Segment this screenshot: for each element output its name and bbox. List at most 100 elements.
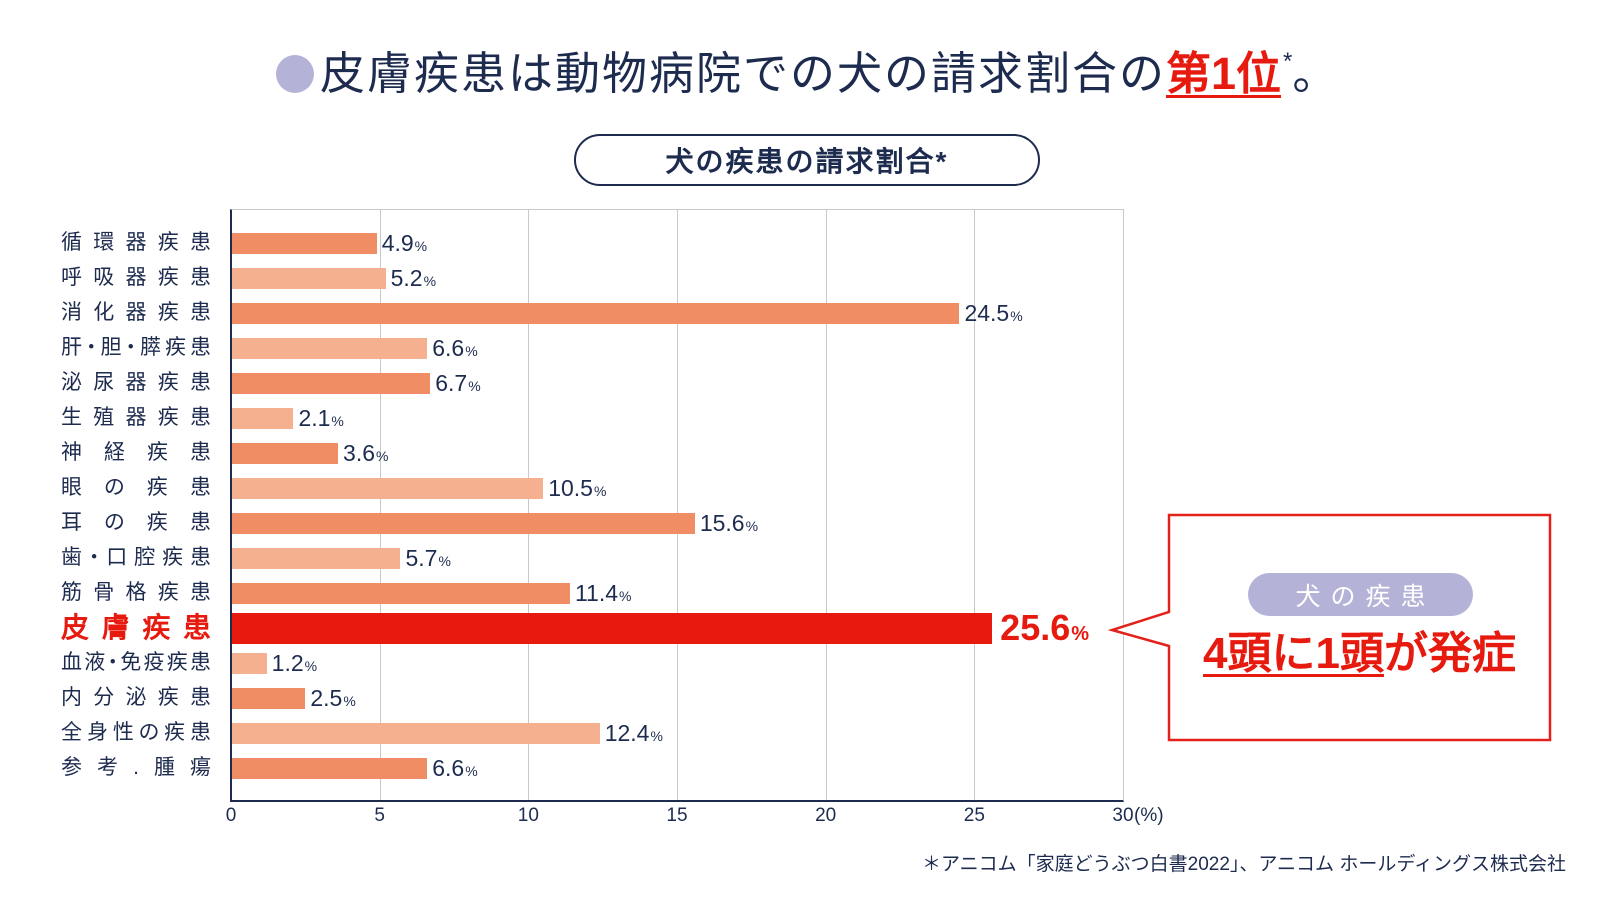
category-label: 歯・口腔疾患: [61, 546, 211, 569]
data-label: 24.5%: [964, 299, 1022, 327]
data-label: 6.6%: [432, 754, 477, 782]
data-label-unit: %: [1010, 308, 1023, 324]
gridline: [826, 209, 827, 800]
bar: [232, 232, 377, 254]
x-tick-label: 10: [517, 805, 539, 826]
bar: [232, 372, 431, 394]
category-label: 耳の疾患: [61, 511, 211, 534]
headline: 皮膚疾患は動物病院での犬の請求割合の 第1位 * 。: [276, 46, 1339, 102]
data-label-value: 1.2: [271, 650, 304, 676]
data-label-value: 25.6: [1000, 607, 1071, 648]
bar: [232, 512, 695, 534]
data-label-value: 11.4: [574, 580, 619, 606]
x-tick-label: 5: [374, 805, 385, 826]
bar: [232, 757, 428, 779]
x-axis-unit-label: (%): [1134, 805, 1164, 826]
category-label: 泌尿器疾患: [61, 371, 211, 394]
x-tick-label: 20: [815, 805, 837, 826]
data-label-value: 15.6: [699, 510, 745, 536]
data-label-unit: %: [465, 343, 478, 359]
headline-emphasis: 第1位: [1166, 48, 1282, 99]
data-label: 15.6%: [700, 509, 758, 537]
data-label-unit: %: [438, 553, 451, 569]
category-label: 消化器疾患: [61, 301, 211, 324]
data-label: 4.9%: [382, 229, 427, 257]
data-label-highlight: 25.6%: [1000, 608, 1089, 648]
data-label-value: 6.6: [432, 335, 465, 361]
data-label-value: 2.1: [298, 405, 331, 431]
bar: [232, 722, 600, 744]
gridline: [677, 209, 678, 800]
headline-footnote-mark: *: [1283, 48, 1293, 75]
bar: [232, 442, 339, 464]
callout-text: 4頭に1頭が発症: [1169, 626, 1550, 682]
data-label-unit: %: [304, 658, 318, 674]
data-label: 12.4%: [605, 719, 663, 747]
data-label-unit: %: [331, 413, 344, 429]
callout-badge: 犬の疾患: [1248, 573, 1473, 616]
data-label-unit: %: [376, 448, 389, 464]
data-label: 5.2%: [391, 264, 436, 292]
data-label-unit: %: [619, 588, 632, 604]
data-label: 2.5%: [310, 684, 355, 712]
headline-end: 。: [1292, 48, 1340, 99]
data-label-unit: %: [650, 728, 663, 744]
gridline: [380, 209, 381, 800]
data-label-value: 6.6: [432, 755, 465, 781]
x-tick-label: 25: [963, 805, 985, 826]
data-label: 11.4%: [575, 579, 632, 607]
data-label-value: 3.6: [343, 440, 376, 466]
source-footnote: ＊アニコム「家庭どうぶつ白書2022」、アニコム ホールディングス株式会社: [922, 854, 1566, 875]
data-label-value: 5.2: [390, 265, 423, 291]
chart-title-pill: 犬の疾患の請求割合*: [574, 134, 1040, 186]
data-label-unit: %: [745, 518, 759, 534]
plot-frame: [230, 209, 1124, 802]
data-label-value: 24.5: [964, 300, 1010, 326]
category-label: 神経疾患: [61, 441, 211, 464]
callout-frame: [1107, 513, 1552, 742]
x-tick-label: 15: [666, 805, 688, 826]
data-label-unit: %: [468, 378, 481, 394]
callout-emphasis: 4頭に1頭: [1203, 629, 1384, 678]
headline-text: 皮膚疾患は動物病院での犬の請求割合の: [320, 48, 1167, 99]
data-label-unit: %: [1071, 623, 1090, 645]
callout-rest: が発症: [1383, 629, 1516, 678]
data-label-unit: %: [465, 763, 478, 779]
bar: [232, 652, 267, 674]
data-label-unit: %: [423, 273, 437, 289]
category-label: 呼吸器疾患: [61, 266, 211, 289]
data-label-value: 6.7: [435, 370, 468, 396]
data-label: 5.7%: [405, 544, 450, 572]
data-label-value: 4.9: [381, 230, 414, 256]
data-label-unit: %: [414, 238, 428, 254]
category-label: 循環器疾患: [61, 231, 211, 254]
category-label: 内分泌疾患: [61, 686, 211, 709]
bar: [232, 477, 544, 499]
data-label: 3.6%: [343, 439, 388, 467]
bar: [232, 407, 294, 429]
bar: [232, 267, 386, 289]
data-label-value: 12.4: [604, 720, 650, 746]
category-label: 全身性の疾患: [61, 721, 211, 744]
x-tick-label: 0: [225, 805, 237, 826]
bar: [232, 687, 306, 709]
data-label: 2.1%: [298, 404, 343, 432]
data-label: 6.6%: [432, 334, 477, 362]
data-label: 10.5%: [548, 474, 606, 502]
category-label: 生殖器疾患: [61, 406, 211, 429]
bar: [232, 547, 401, 569]
x-tick-label: 30: [1112, 805, 1134, 826]
category-label: 肝・胆・膵疾患: [61, 336, 211, 359]
bar-highlight: [232, 612, 993, 644]
gridline: [528, 209, 529, 800]
category-label: 筋骨格疾患: [61, 581, 211, 604]
category-label: 血液・免疫疾患: [61, 651, 211, 674]
bar: [232, 302, 960, 324]
data-label-unit: %: [593, 483, 607, 499]
data-label: 1.2%: [272, 649, 317, 677]
title-bullet-icon: [276, 55, 314, 93]
gridline: [974, 209, 975, 800]
data-label-value: 5.7: [405, 545, 438, 571]
